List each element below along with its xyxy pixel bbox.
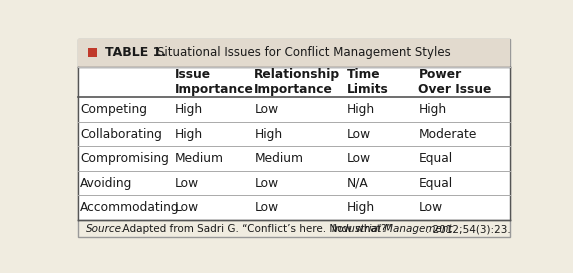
Text: High: High: [175, 128, 203, 141]
Text: Compromising: Compromising: [80, 152, 169, 165]
Text: Issue
Importance: Issue Importance: [175, 68, 253, 96]
Bar: [78, 39, 509, 67]
Text: Collaborating: Collaborating: [80, 128, 162, 141]
Text: Medium: Medium: [254, 152, 303, 165]
Text: High: High: [418, 103, 446, 116]
Text: Situational Issues for Conflict Management Styles: Situational Issues for Conflict Manageme…: [157, 46, 451, 59]
Text: Source.: Source.: [85, 224, 125, 234]
Text: N/A: N/A: [347, 177, 369, 190]
Text: Accommodating: Accommodating: [80, 201, 180, 214]
Text: High: High: [347, 103, 375, 116]
Text: Industrial Management: Industrial Management: [332, 224, 453, 234]
Text: Medium: Medium: [175, 152, 223, 165]
Text: Low: Low: [254, 177, 278, 190]
Text: Low: Low: [418, 201, 442, 214]
Text: Low: Low: [254, 201, 278, 214]
Text: Competing: Competing: [80, 103, 147, 116]
Text: Low: Low: [175, 177, 199, 190]
Bar: [88, 48, 97, 57]
Text: Low: Low: [175, 201, 199, 214]
Text: Equal: Equal: [418, 177, 453, 190]
Text: . 2012;54(3):23.: . 2012;54(3):23.: [426, 224, 511, 234]
Text: High: High: [347, 201, 375, 214]
Text: Low: Low: [347, 152, 371, 165]
Text: TABLE 1.: TABLE 1.: [105, 46, 166, 59]
Text: Adapted from Sadri G. “Conflict’s here. Now what?”: Adapted from Sadri G. “Conflict’s here. …: [116, 224, 395, 234]
Bar: [78, 67, 509, 220]
Text: Avoiding: Avoiding: [80, 177, 132, 190]
Text: High: High: [254, 128, 282, 141]
Text: High: High: [175, 103, 203, 116]
Text: Low: Low: [254, 103, 278, 116]
Text: Moderate: Moderate: [418, 128, 477, 141]
Text: Time
Limits: Time Limits: [347, 68, 389, 96]
Text: Equal: Equal: [418, 152, 453, 165]
Text: Relationship
Importance: Relationship Importance: [254, 68, 340, 96]
Text: Low: Low: [347, 128, 371, 141]
Text: Power
Over Issue: Power Over Issue: [418, 68, 492, 96]
